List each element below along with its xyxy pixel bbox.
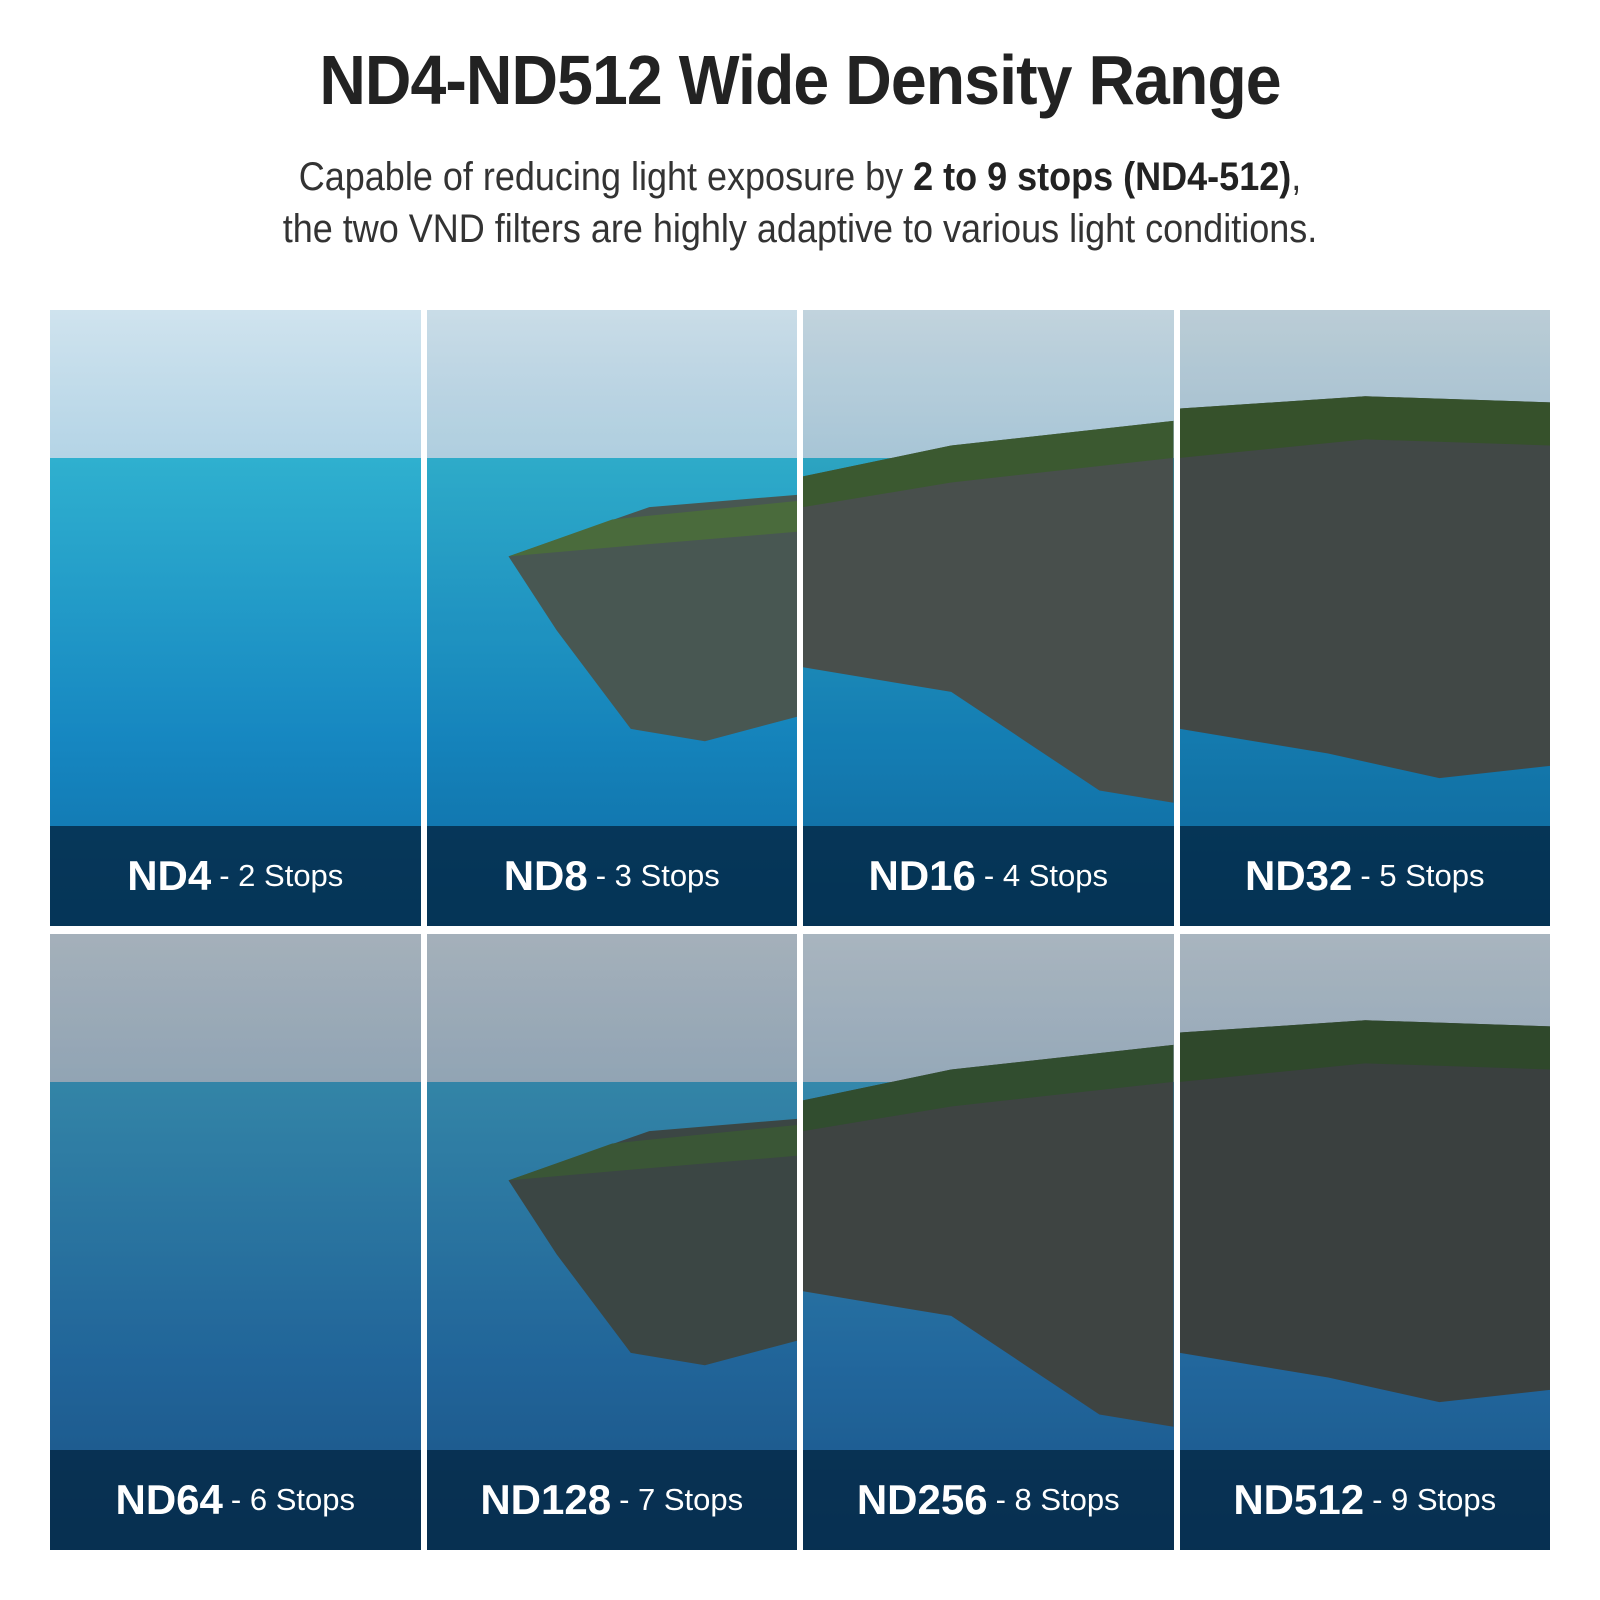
- label-bar: ND256- 8 Stops: [803, 1450, 1174, 1550]
- subtitle-text: Capable of reducing light exposure by: [298, 155, 914, 199]
- coastline: [1179, 1020, 1550, 1403]
- stops-label: - 9 Stops: [1372, 1482, 1497, 1517]
- sky: [426, 934, 797, 1082]
- panel-nd128: ND128- 7 Stops: [426, 934, 797, 1550]
- stops-label: - 6 Stops: [230, 1482, 355, 1517]
- sky: [426, 310, 797, 458]
- nd-label: ND16: [868, 852, 976, 899]
- label-bar: ND64- 6 Stops: [50, 1450, 421, 1550]
- comparison-grid: ND4- 2 Stops ND8- 3 Stops ND16- 4 Stops …: [50, 310, 1550, 1550]
- panel-nd32: ND32- 5 Stops: [1179, 310, 1550, 926]
- coastline: [803, 1044, 1174, 1427]
- nd-label: ND64: [115, 1476, 223, 1523]
- coastline: [803, 420, 1174, 803]
- panel-nd4: ND4- 2 Stops: [50, 310, 421, 926]
- nd-label: ND256: [856, 1476, 988, 1523]
- label-bar: ND128- 7 Stops: [426, 1450, 797, 1550]
- nd-label: ND128: [480, 1476, 612, 1523]
- stops-label: - 4 Stops: [983, 858, 1108, 893]
- nd-label: ND4: [127, 852, 212, 899]
- panel-nd256: ND256- 8 Stops: [803, 934, 1174, 1550]
- stops-label: - 8 Stops: [995, 1482, 1120, 1517]
- panel-nd8: ND8- 3 Stops: [426, 310, 797, 926]
- coastline: [1179, 396, 1550, 779]
- label-bar: ND8- 3 Stops: [426, 826, 797, 926]
- sky: [50, 934, 421, 1082]
- stops-label: - 5 Stops: [1360, 858, 1485, 893]
- nd-label: ND512: [1233, 1476, 1365, 1523]
- nd-label: ND8: [503, 852, 588, 899]
- label-bar: ND32- 5 Stops: [1179, 826, 1550, 926]
- panel-nd64: ND64- 6 Stops: [50, 934, 421, 1550]
- stops-label: - 2 Stops: [219, 858, 344, 893]
- label-bar: ND512- 9 Stops: [1179, 1450, 1550, 1550]
- page-title: ND4-ND512 Wide Density Range: [319, 41, 1281, 119]
- subtitle-line-2: the two VND filters are highly adaptive …: [282, 207, 1318, 251]
- coastline: [508, 494, 797, 742]
- stops-label: - 7 Stops: [619, 1482, 744, 1517]
- label-bar: ND16- 4 Stops: [803, 826, 1174, 926]
- stops-label: - 3 Stops: [595, 858, 720, 893]
- nd-label: ND32: [1245, 852, 1353, 899]
- subtitle-punct: ,: [1291, 155, 1302, 199]
- coastline: [508, 1118, 797, 1366]
- panel-nd512: ND512- 9 Stops: [1179, 934, 1550, 1550]
- subtitle-line-1: Capable of reducing light exposure by 2 …: [80, 155, 1520, 200]
- panel-nd16: ND16- 4 Stops: [803, 310, 1174, 926]
- label-bar: ND4- 2 Stops: [50, 826, 421, 926]
- sky: [50, 310, 421, 458]
- subtitle-highlight: 2 to 9 stops (ND4-512): [913, 155, 1292, 199]
